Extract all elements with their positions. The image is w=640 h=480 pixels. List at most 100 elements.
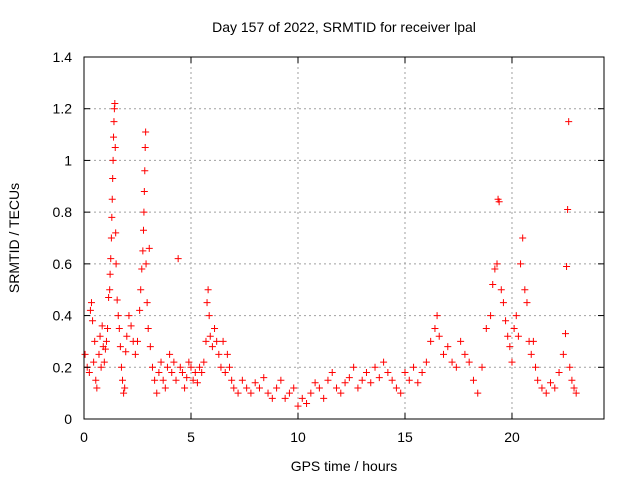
data-point — [440, 350, 448, 358]
data-point — [139, 247, 147, 255]
data-point — [138, 265, 146, 273]
data-point — [202, 337, 210, 345]
data-point — [448, 358, 456, 366]
data-point — [461, 350, 469, 358]
data-point — [555, 368, 563, 376]
data-point — [166, 350, 174, 358]
data-point — [230, 384, 238, 392]
data-point — [155, 368, 163, 376]
x-tick-label: 0 — [80, 429, 88, 445]
x-tick-label: 15 — [397, 429, 413, 445]
data-point — [542, 389, 550, 397]
data-point — [161, 384, 169, 392]
data-point — [495, 198, 503, 206]
y-tick-label: 1.4 — [53, 49, 73, 65]
data-point — [547, 379, 555, 387]
data-point — [405, 376, 413, 384]
data-point — [110, 118, 118, 126]
data-point — [105, 293, 113, 301]
data-point — [487, 312, 495, 320]
data-point — [141, 144, 149, 151]
data-point — [431, 325, 439, 332]
data-point — [139, 226, 147, 234]
data-point — [157, 358, 165, 366]
data-point — [444, 343, 452, 351]
data-point — [107, 255, 115, 263]
data-point — [193, 379, 201, 387]
data-point — [465, 358, 473, 366]
data-point — [277, 376, 285, 384]
data-point — [204, 286, 212, 294]
data-point — [281, 394, 289, 402]
data-point — [198, 368, 206, 376]
data-point — [191, 368, 199, 376]
data-point — [221, 368, 229, 376]
data-point — [90, 358, 98, 366]
data-point — [213, 337, 221, 345]
data-point — [303, 399, 311, 407]
data-point — [362, 368, 370, 376]
data-point — [172, 376, 180, 384]
y-tick-label: 0.4 — [53, 308, 73, 324]
data-point — [115, 325, 123, 332]
data-point — [109, 175, 117, 183]
data-point — [106, 286, 114, 294]
data-point — [131, 350, 139, 358]
data-point — [219, 337, 227, 345]
data-point — [273, 384, 281, 392]
x-tick-label: 10 — [290, 429, 306, 445]
data-point — [89, 317, 97, 325]
y-tick-label: 0.8 — [53, 204, 73, 220]
data-point — [243, 384, 251, 392]
data-point — [564, 206, 572, 214]
data-point — [226, 363, 234, 371]
data-point — [572, 389, 580, 397]
data-point — [532, 363, 540, 371]
y-tick-label: 1.2 — [53, 101, 73, 117]
data-point — [435, 332, 443, 340]
data-point — [92, 376, 100, 384]
data-point — [418, 368, 426, 376]
y-tick-label: 0.2 — [53, 359, 73, 375]
data-point — [534, 376, 542, 384]
data-point — [96, 332, 104, 340]
data-point — [371, 363, 379, 371]
data-point — [506, 343, 514, 351]
data-point — [121, 384, 129, 392]
data-point — [86, 306, 94, 314]
data-point — [146, 343, 154, 351]
data-point — [414, 379, 422, 387]
data-point — [170, 358, 178, 366]
data-point — [104, 325, 112, 332]
data-point — [81, 350, 89, 358]
data-point — [333, 384, 341, 392]
data-point — [358, 376, 366, 384]
data-point — [107, 234, 115, 242]
data-point — [91, 337, 99, 345]
data-point — [234, 389, 242, 397]
data-point — [228, 376, 236, 384]
x-axis-label: GPS time / hours — [291, 458, 398, 474]
data-point — [95, 350, 103, 358]
data-point — [102, 337, 110, 345]
data-point — [196, 363, 204, 371]
data-point — [120, 389, 128, 397]
data-point — [122, 348, 130, 356]
data-point — [136, 306, 144, 314]
data-point — [529, 337, 537, 345]
data-point — [140, 208, 148, 216]
data-point — [452, 363, 460, 371]
data-point — [87, 299, 95, 307]
data-point — [285, 389, 293, 397]
data-point — [203, 299, 211, 307]
data-point — [206, 332, 214, 340]
data-point — [119, 376, 127, 384]
data-point — [290, 384, 298, 392]
data-point — [183, 374, 191, 382]
data-point — [137, 286, 145, 294]
data-point — [311, 379, 319, 387]
data-point — [568, 376, 576, 384]
data-point — [98, 322, 106, 330]
data-point — [538, 384, 546, 392]
